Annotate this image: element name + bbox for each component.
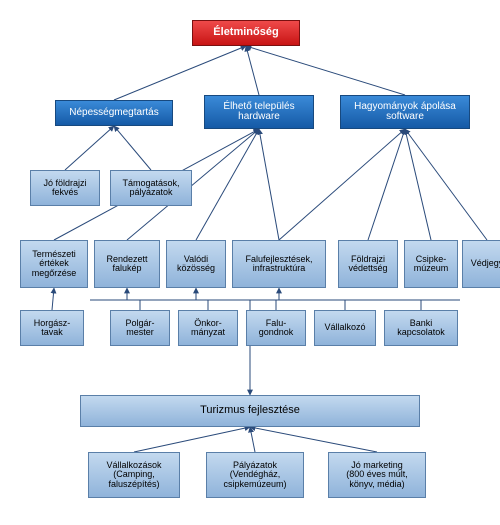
node-M5: Vállalkozó (314, 310, 376, 346)
node-label: Támogatások,pályázatok (122, 179, 179, 198)
node-L7: Védjegy (462, 240, 500, 288)
node-label: Jó földrajzifekvés (43, 179, 86, 198)
node-L6: Csipke-múzeum (404, 240, 458, 288)
node-label: Turizmus fejlesztése (200, 405, 300, 417)
node-B3: Jó marketing(800 éves múlt,könyv, média) (328, 452, 426, 498)
diagram-stage: Életminőség Népességmegtartás Élhető telep… (0, 0, 500, 525)
node-B2: Pályázatok(Vendégház,csipkemúzeum) (206, 452, 304, 498)
node-label: Vállalkozó (324, 323, 365, 332)
node-B: Élhető településhardware (204, 95, 314, 129)
node-M4: Falu-gondnok (246, 310, 306, 346)
node-label: Horgász-tavak (34, 319, 71, 338)
node-label: Földrajzivédettség (348, 255, 387, 274)
node-L3: Valódiközösség (166, 240, 226, 288)
node-label: Élhető településhardware (223, 102, 294, 123)
node-M6: Bankikapcsolatok (384, 310, 458, 346)
node-B1: Vállalkozások(Camping,faluszépítés) (88, 452, 180, 498)
node-L5: Földrajzivédettség (338, 240, 398, 288)
node-M2: Polgár-mester (110, 310, 170, 346)
node-label: Népességmegtartás (69, 108, 159, 119)
node-label: Rendezettfalukép (106, 255, 147, 274)
node-L1: Természetiértékekmegőrzése (20, 240, 88, 288)
node-L4: Falufejlesztések,infrastruktúra (232, 240, 326, 288)
node-label: Falu-gondnok (259, 319, 294, 338)
node-label: Hagyományok ápolásasoftware (354, 102, 456, 123)
node-label: Vállalkozások(Camping,faluszépítés) (106, 461, 161, 489)
node-A1: Jó földrajzifekvés (30, 170, 100, 206)
node-label: Falufejlesztések,infrastruktúra (245, 255, 312, 274)
node-label: Bankikapcsolatok (397, 319, 445, 338)
node-label: Valódiközösség (177, 255, 215, 274)
node-label: Polgár-mester (125, 319, 154, 338)
node-T: Turizmus fejlesztése (80, 395, 420, 427)
node-M3: Önkor-mányzat (178, 310, 238, 346)
node-root: Életminőség (192, 20, 300, 46)
node-C: Hagyományok ápolásasoftware (340, 95, 470, 129)
node-label: Pályázatok(Vendégház,csipkemúzeum) (223, 461, 286, 489)
node-label: Védjegy (471, 259, 500, 268)
node-label: Életminőség (213, 27, 278, 39)
node-label: Természetiértékekmegőrzése (32, 250, 77, 278)
node-L2: Rendezettfalukép (94, 240, 160, 288)
node-A2: Támogatások,pályázatok (110, 170, 192, 206)
node-M1: Horgász-tavak (20, 310, 84, 346)
node-A: Népességmegtartás (55, 100, 173, 126)
node-label: Csipke-múzeum (414, 255, 449, 274)
node-label: Jó marketing(800 éves múlt,könyv, média) (346, 461, 408, 489)
node-label: Önkor-mányzat (191, 319, 225, 338)
